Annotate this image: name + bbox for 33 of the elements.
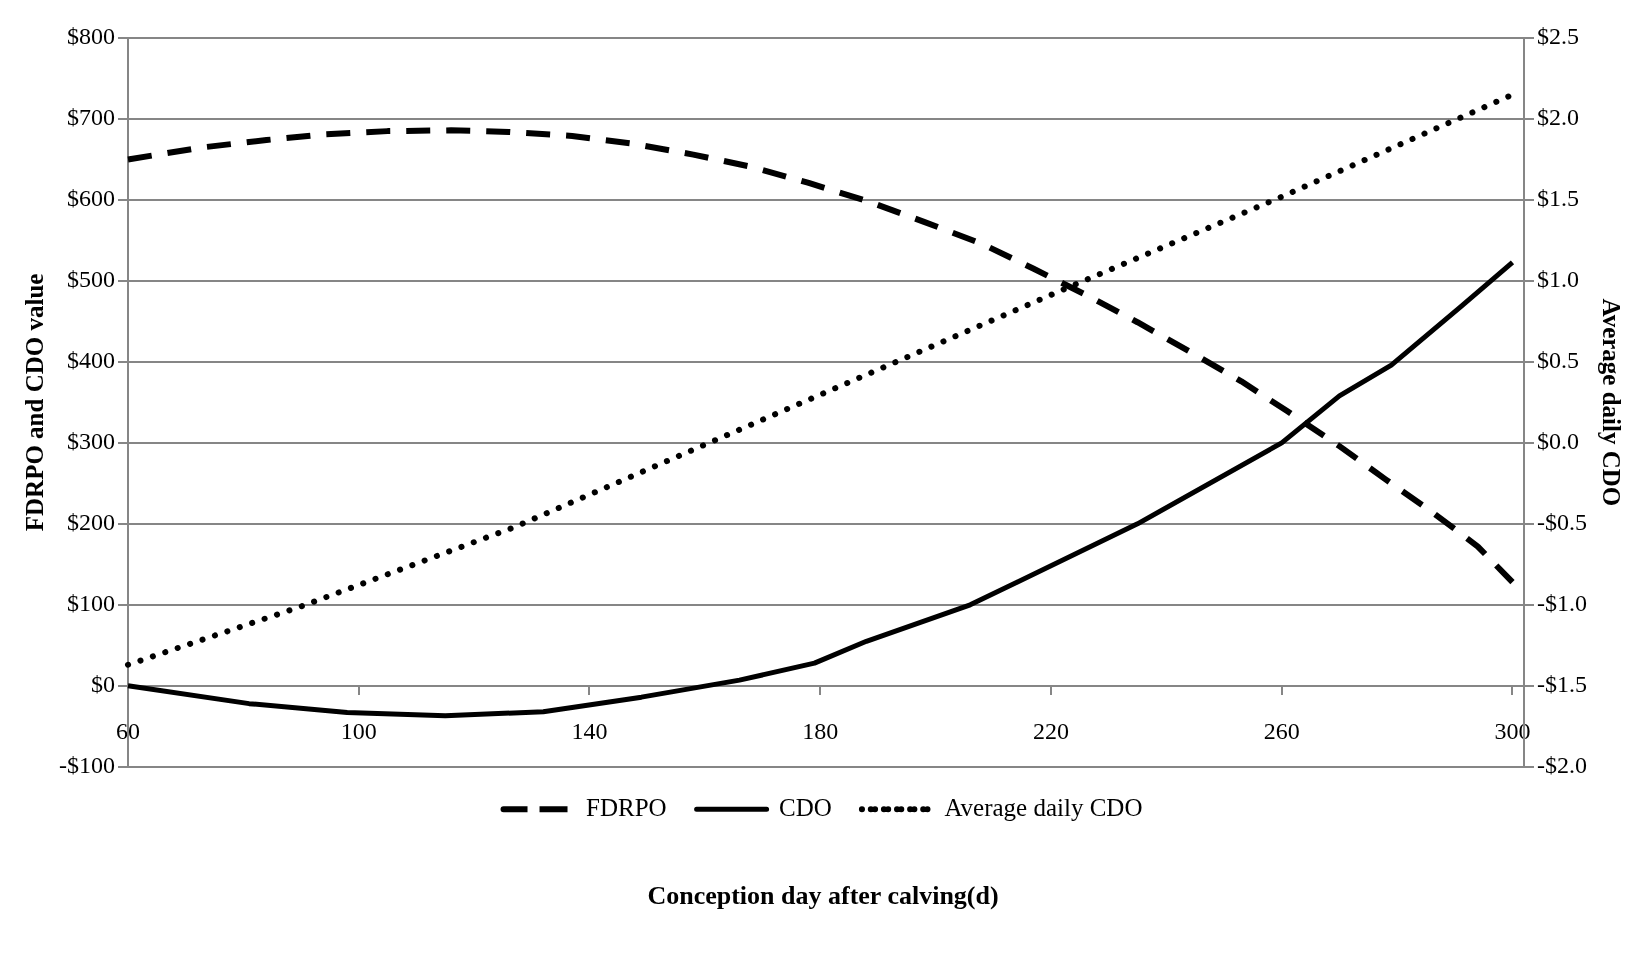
- legend-label: FDRPO: [586, 793, 667, 821]
- x-tick-label: 300: [1494, 717, 1531, 744]
- legend-label: Average daily CDO: [944, 793, 1143, 821]
- x-tick-label: 100: [340, 717, 377, 744]
- y2-tick-label: $0.5: [1537, 347, 1580, 374]
- y2-tick-label: $1.5: [1537, 185, 1580, 212]
- legend-label: CDO: [779, 793, 832, 821]
- x-tick-label: 180: [802, 717, 839, 744]
- y2-axis-title: Average daily CDO: [1597, 298, 1625, 507]
- y2-tick-label: $1.0: [1537, 266, 1580, 293]
- y-tick-label: $700: [66, 104, 115, 131]
- y-tick-label: $200: [66, 509, 115, 536]
- y-tick-label: $600: [66, 185, 115, 212]
- y2-tick-label: $2.5: [1537, 23, 1580, 50]
- y-tick-label: $300: [66, 428, 115, 455]
- y2-tick-label: $2.0: [1537, 104, 1580, 131]
- x-tick-label: 60: [115, 717, 140, 744]
- y-tick-label: $800: [66, 23, 115, 50]
- y-tick-label: $400: [66, 347, 115, 374]
- y2-tick-label: -$0.5: [1537, 509, 1588, 536]
- y2-tick-label: -$1.5: [1537, 671, 1588, 698]
- x-tick-label: 140: [571, 717, 608, 744]
- x-tick-label: 220: [1032, 717, 1069, 744]
- y-tick-label: $0: [90, 671, 115, 698]
- x-axis-title: Conception day after calving(d): [647, 881, 999, 911]
- y-tick-label: -$100: [58, 752, 115, 779]
- y2-tick-label: -$2.0: [1537, 752, 1588, 779]
- x-tick-label: 260: [1263, 717, 1300, 744]
- y2-tick-label: -$1.0: [1537, 590, 1588, 617]
- y-axis-title: FDRPO and CDO value: [21, 273, 49, 532]
- y-tick-label: $500: [66, 266, 115, 293]
- y-tick-label: $100: [66, 590, 115, 617]
- y2-tick-label: $0.0: [1537, 428, 1580, 455]
